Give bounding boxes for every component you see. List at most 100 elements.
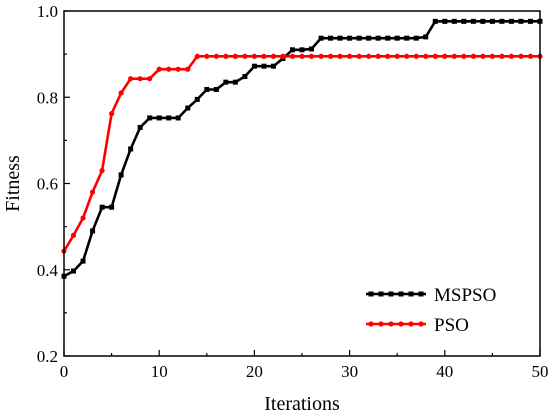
data-point: [147, 115, 153, 121]
data-point: [223, 53, 229, 59]
data-point: [366, 35, 372, 41]
legend-marker: [418, 321, 424, 327]
data-point: [299, 47, 305, 53]
data-point: [242, 74, 248, 80]
data-point: [518, 18, 524, 24]
data-point: [318, 35, 324, 41]
series-layer: [61, 18, 543, 279]
data-point: [251, 53, 257, 59]
data-point: [442, 53, 448, 59]
data-point: [527, 18, 533, 24]
data-point: [470, 18, 476, 24]
legend-marker: [388, 291, 394, 297]
data-point: [194, 96, 200, 102]
data-point: [318, 53, 324, 59]
data-point: [489, 53, 495, 59]
y-tick-label: 0.8: [37, 88, 58, 107]
data-point: [347, 35, 353, 41]
data-point: [404, 53, 410, 59]
data-point: [185, 105, 191, 111]
tick-labels-layer: 0 10 20 30 40 50 0.2 0.4 0.6 0.8 1.0: [37, 2, 549, 381]
legend-marker: [408, 291, 414, 297]
legend-marker: [368, 291, 374, 297]
data-point: [223, 79, 229, 85]
data-point: [451, 53, 457, 59]
x-tick-label: 30: [341, 362, 358, 381]
y-axis-title: Fitness: [2, 155, 24, 212]
data-point: [413, 53, 419, 59]
legend-marker: [398, 321, 404, 327]
data-point: [156, 66, 162, 72]
data-point: [232, 53, 238, 59]
legend-marker: [378, 291, 384, 297]
series-pso: [61, 53, 543, 254]
data-point: [385, 53, 391, 59]
data-point: [118, 90, 124, 96]
x-tick-label: 50: [532, 362, 549, 381]
data-point: [356, 35, 362, 41]
data-point: [128, 76, 134, 82]
data-point: [299, 53, 305, 59]
data-point: [308, 53, 315, 59]
data-point: [261, 53, 267, 59]
data-point: [270, 63, 276, 69]
data-point: [394, 35, 400, 41]
data-point: [280, 53, 286, 59]
data-point: [289, 53, 296, 59]
data-point: [480, 18, 486, 24]
data-point: [156, 115, 162, 121]
data-point: [356, 53, 362, 59]
legend-marker: [378, 321, 384, 327]
data-point: [432, 53, 438, 59]
data-point: [147, 76, 153, 82]
plot-frame: [63, 10, 541, 357]
data-point: [289, 47, 295, 53]
data-point: [213, 86, 219, 92]
y-tick-label: 1.0: [37, 2, 58, 21]
data-point: [175, 66, 181, 72]
data-point: [432, 18, 438, 24]
series-line-pso: [62, 54, 540, 252]
x-axis-title: Iterations: [264, 393, 340, 415]
data-point: [89, 189, 96, 195]
data-point: [128, 146, 134, 152]
data-point: [137, 76, 143, 82]
data-point: [527, 53, 534, 59]
legend-marker: [418, 291, 424, 297]
data-point: [461, 18, 467, 24]
data-point: [451, 18, 457, 24]
data-point: [337, 53, 343, 59]
x-tick-label: 40: [436, 362, 453, 381]
data-point: [442, 18, 448, 24]
data-point: [80, 215, 86, 221]
legend: MSPSO PSO: [366, 285, 496, 336]
y-tick-label: 0.2: [37, 347, 58, 366]
data-point: [347, 53, 353, 59]
data-point: [508, 18, 514, 24]
legend-marker: [398, 291, 404, 297]
legend-label: PSO: [434, 315, 469, 336]
legend-label: MSPSO: [434, 285, 496, 306]
data-point: [175, 115, 181, 121]
x-tick-label: 0: [60, 362, 69, 381]
data-point: [166, 115, 172, 121]
data-point: [328, 35, 334, 41]
x-tick-label: 20: [246, 362, 263, 381]
data-point: [337, 35, 343, 41]
data-point: [194, 53, 200, 59]
y-tick-label: 0.4: [37, 261, 59, 280]
data-point: [166, 66, 172, 72]
data-point: [499, 53, 505, 59]
series-line-mspso: [63, 20, 540, 278]
data-point: [375, 53, 381, 59]
data-point: [423, 34, 429, 40]
data-point: [309, 46, 315, 52]
data-point: [489, 18, 495, 24]
data-point: [71, 268, 77, 274]
data-point: [385, 35, 391, 41]
data-point: [261, 63, 267, 69]
data-point: [204, 86, 210, 92]
data-point: [90, 228, 96, 234]
legend-marker: [368, 321, 374, 327]
